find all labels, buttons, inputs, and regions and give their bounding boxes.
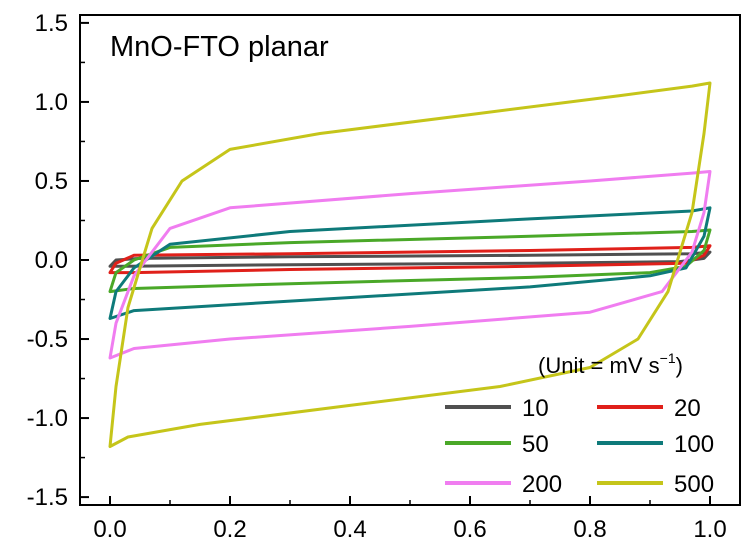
series-50-curve (108, 228, 712, 294)
series-20-curve (108, 244, 712, 275)
x-tick-label: 1.0 (693, 516, 726, 543)
plot-frame (79, 14, 741, 506)
y-tick-label: -1.0 (27, 405, 68, 432)
legend-unit-sup: −1 (660, 350, 676, 366)
legend-unit-prefix: (Unit = mV s (538, 353, 660, 378)
plot-area (108, 81, 712, 448)
y-tick-label: 1.0 (35, 89, 68, 116)
axis-ticks: 0.0 0.2 0.4 0.6 0.8 1.0 1.5 1.0 0.5 0.0 -0.5 -1.0 -1… (27, 10, 727, 543)
legend: (Unit = mV s−1) 10 20 50 100 200 500 (445, 350, 714, 498)
x-tick-label: 0.0 (93, 516, 126, 543)
y-tick-label: -0.5 (27, 326, 68, 353)
y-tick-label: 1.5 (35, 10, 68, 37)
x-tick-label: 0.8 (573, 516, 606, 543)
legend-label-500: 500 (674, 471, 714, 498)
legend-label-20: 20 (674, 395, 701, 422)
legend-label-50: 50 (522, 431, 549, 458)
legend-label-100: 100 (674, 431, 714, 458)
y-tick-label: 0.5 (35, 168, 68, 195)
x-tick-label: 0.4 (333, 516, 366, 543)
series-500-curve (108, 81, 712, 448)
legend-label-10: 10 (522, 395, 549, 422)
series-200-curve (108, 170, 712, 360)
x-tick-label: 0.2 (213, 516, 246, 543)
chart-title: MnO-FTO planar (110, 31, 329, 63)
legend-entries: 10 20 50 100 200 500 (445, 395, 714, 498)
legend-label-200: 200 (522, 471, 562, 498)
y-tick-label: 0.0 (35, 247, 68, 274)
legend-unit-suffix: ) (676, 353, 683, 378)
legend-unit-label: (Unit = mV s−1) (538, 350, 683, 378)
y-tick-label: -1.5 (27, 484, 68, 511)
x-tick-label: 0.6 (453, 516, 486, 543)
